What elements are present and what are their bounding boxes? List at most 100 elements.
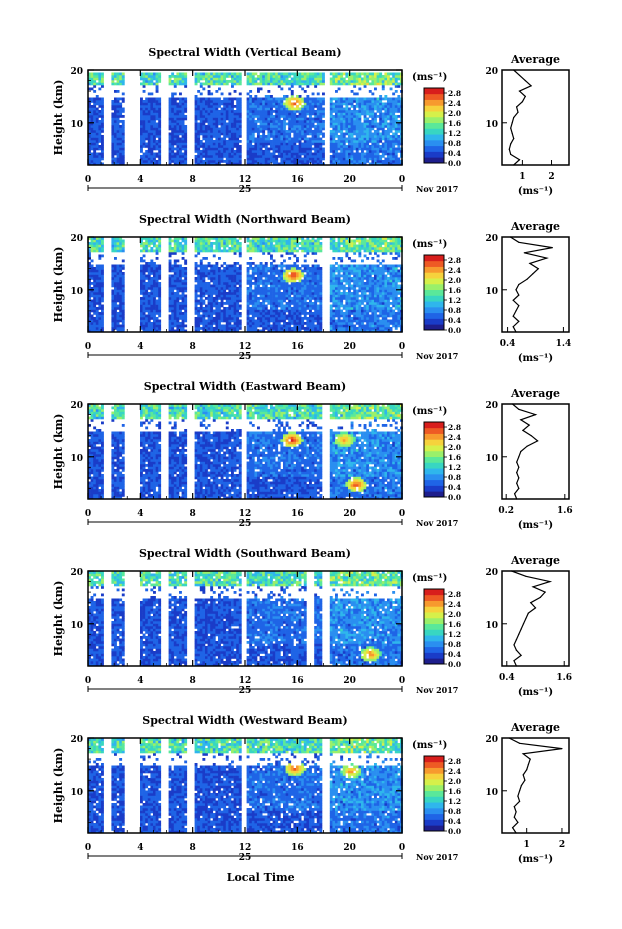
heatmap-cell	[382, 148, 385, 151]
heatmap-cell	[288, 123, 291, 126]
heatmap-cell	[265, 128, 268, 131]
heatmap-cell	[345, 113, 348, 116]
heatmap-cell	[358, 75, 361, 78]
heatmap-cell	[299, 113, 302, 116]
heatmap-cell	[234, 302, 237, 305]
heatmap-cell	[156, 123, 159, 126]
heatmap-cell	[119, 327, 122, 330]
heatmap-cell	[262, 250, 265, 253]
heatmap-cell	[239, 98, 242, 101]
heatmap-cell	[117, 125, 120, 128]
heatmap-cell	[312, 110, 315, 113]
heatmap-cell	[111, 240, 114, 243]
heatmap-cell	[156, 100, 159, 103]
heatmap-cell	[226, 327, 229, 330]
heatmap-cell	[249, 307, 252, 310]
heatmap-cell	[397, 128, 400, 131]
heatmap-cell	[171, 73, 174, 76]
heatmap-cell	[184, 160, 187, 163]
heatmap-cell	[260, 135, 263, 138]
heatmap-cell	[140, 300, 143, 303]
heatmap-cell	[301, 88, 304, 91]
heatmap-cell	[252, 98, 255, 101]
heatmap-cell	[249, 75, 252, 78]
heatmap-cell	[252, 262, 255, 265]
heatmap-cell	[221, 133, 224, 136]
heatmap-cell	[169, 105, 172, 108]
heatmap-cell	[117, 327, 120, 330]
heatmap-cell	[200, 310, 203, 313]
heatmap-cell	[379, 145, 382, 148]
heatmap-cell	[179, 305, 182, 308]
heatmap-cell	[231, 113, 234, 116]
heatmap-cell	[148, 267, 151, 270]
heatmap-cell	[249, 320, 252, 323]
heatmap-cell	[202, 138, 205, 141]
heatmap-cell	[153, 100, 156, 103]
heatmap-cell	[179, 317, 182, 320]
heatmap-cell	[143, 158, 146, 161]
heatmap-cell	[150, 305, 153, 308]
heatmap-cell	[270, 277, 273, 280]
heatmap-cell	[340, 103, 343, 106]
heatmap-cell	[343, 128, 346, 131]
heatmap-cell	[239, 155, 242, 158]
heatmap-cell	[122, 135, 125, 138]
heatmap-cell	[390, 123, 393, 126]
heatmap-cell	[330, 113, 333, 116]
heatmap-cell	[218, 110, 221, 113]
heatmap-cell	[239, 277, 242, 280]
heatmap-cell	[210, 325, 213, 328]
heatmap-cell	[221, 73, 224, 76]
heatmap-cell	[335, 80, 338, 83]
heatmap-cell	[382, 105, 385, 108]
heatmap-cell	[148, 282, 151, 285]
heatmap-cell	[171, 125, 174, 128]
heatmap-cell	[371, 103, 374, 106]
heatmap-cell	[306, 80, 309, 83]
avg-x-tick-label: 1	[519, 172, 525, 182]
heatmap-cell	[228, 158, 231, 161]
heatmap-cell	[101, 245, 104, 248]
heatmap-cell	[114, 135, 117, 138]
heatmap-cell	[231, 302, 234, 305]
heatmap-cell	[156, 327, 159, 330]
heatmap-cell	[226, 100, 229, 103]
heatmap-cell	[252, 290, 255, 293]
heatmap-cell	[213, 103, 216, 106]
heatmap-cell	[262, 138, 265, 141]
heatmap-cell	[117, 73, 120, 76]
heatmap-cell	[195, 80, 198, 83]
heatmap-cell	[358, 83, 361, 86]
heatmap-cell	[223, 130, 226, 133]
heatmap-cell	[171, 95, 174, 98]
heatmap-cell	[371, 145, 374, 148]
heatmap-cell	[208, 90, 211, 93]
heatmap-cell	[223, 307, 226, 310]
heatmap-cell	[387, 98, 390, 101]
heatmap-cell	[176, 300, 179, 303]
heatmap-cell	[231, 245, 234, 248]
heatmap-cell	[91, 83, 94, 86]
heatmap-cell	[314, 160, 317, 163]
heatmap-cell	[93, 90, 96, 93]
heatmap-cell	[234, 270, 237, 273]
heatmap-cell	[317, 160, 320, 163]
heatmap-cell	[384, 83, 387, 86]
heatmap-cell	[296, 118, 299, 121]
heatmap-cell	[234, 267, 237, 270]
heatmap-cell	[148, 325, 151, 328]
heatmap-cell	[117, 325, 120, 328]
heatmap-cell	[379, 140, 382, 143]
heatmap-cell	[208, 262, 211, 265]
colorbar-swatch	[424, 117, 444, 123]
heatmap-cell	[111, 80, 114, 83]
heatmap-cell	[122, 307, 125, 310]
heatmap-cell	[384, 145, 387, 148]
heatmap-cell	[182, 285, 185, 288]
heatmap-cell	[98, 282, 101, 285]
heatmap-cell	[239, 135, 242, 138]
heatmap-cell	[262, 110, 265, 113]
heatmap-cell	[218, 115, 221, 118]
heatmap-cell	[239, 103, 242, 106]
